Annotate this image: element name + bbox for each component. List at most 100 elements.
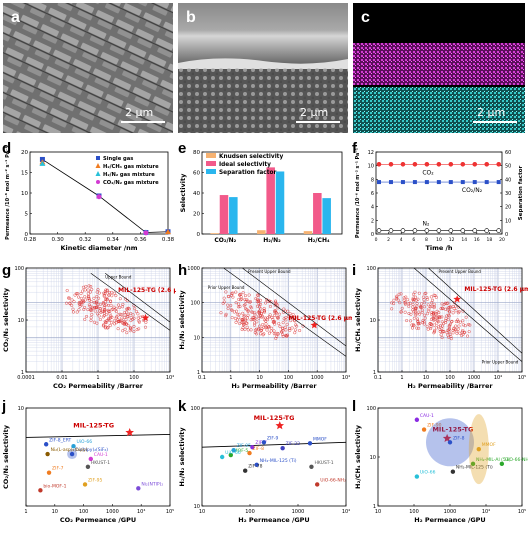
e-bar — [322, 198, 331, 234]
chart-g-literature-point — [104, 303, 108, 307]
chart-g-literature-point — [131, 313, 135, 317]
chart-h-literature-point — [249, 305, 253, 309]
scale-bar-c — [473, 121, 517, 123]
chart-g-literature-point — [105, 288, 109, 292]
f-x-tick-label: 18 — [487, 237, 493, 243]
chart-g-literature-point — [143, 325, 148, 329]
chart-i-literature-point — [404, 295, 408, 299]
chart-e-selectivity-bars: 0 20 40 60 80 Selectivity CO₂/N₂ H₂/N₂ H₂/CH₄ Knu… — [179, 150, 343, 244]
chart-h-literature-point — [253, 321, 257, 325]
chart-k-mof-marker — [280, 445, 285, 451]
f-data-point — [448, 180, 453, 185]
chart-j-mof-label: bio-MOF-1 — [43, 483, 66, 489]
chart-g-y-tick-label: 1 — [21, 370, 24, 376]
chart-i-literature-point — [454, 309, 458, 313]
f-y-tick-label: 0 — [371, 232, 374, 238]
chart-h-literature-point — [263, 310, 267, 314]
chart-h-literature-point — [234, 320, 238, 324]
e-legend-swatch — [206, 161, 216, 166]
chart-h-literature-point — [267, 324, 271, 329]
chart-i-upper-bound-line — [413, 267, 523, 362]
chart-g-literature-point — [65, 288, 69, 293]
chart-i-literature-point — [409, 319, 413, 323]
chart-g-x-tick-label: 0.0001 — [17, 375, 35, 381]
chart-i-annotation: Prior Upper Bound — [482, 360, 519, 365]
d-legend-marker — [95, 171, 101, 176]
chart-g-literature-point — [93, 309, 97, 313]
chart-i-literature-point — [423, 316, 427, 320]
chart-i-literature-point — [456, 305, 460, 309]
d-x-tick-label: 0.34 — [107, 237, 120, 243]
chart-i-literature-point — [460, 334, 464, 338]
chart-f-stability-over-time: 0 2 4 6 8 10 12 14 16 18 200246810120102030405060T… — [355, 148, 524, 252]
chart-i-literature-point — [446, 301, 450, 305]
chart-g-literature-point — [86, 308, 90, 312]
chart-i-literature-point — [410, 323, 414, 327]
chart-i-literature-point — [399, 310, 403, 314]
chart-i-literature-point — [403, 300, 407, 304]
chart-h-literature-point — [272, 329, 276, 333]
chart-h-upper-bound-line — [242, 267, 347, 347]
chart-g-literature-point — [87, 297, 91, 301]
chart-g-literature-point — [118, 306, 122, 310]
f-data-point — [496, 180, 501, 185]
chart-i-literature-point — [412, 323, 416, 327]
chart-g-literature-point — [129, 311, 133, 315]
chart-h-literature-point — [262, 332, 266, 336]
f-data-point — [484, 180, 489, 185]
chart-l-x-tick-label: 10⁴ — [482, 509, 490, 515]
chart-i-literature-point — [458, 331, 462, 335]
chart-h-literature-point — [265, 328, 269, 332]
chart-g-literature-point — [121, 329, 125, 333]
chart-g-literature-point — [118, 297, 122, 301]
chart-i-literature-point — [416, 321, 420, 325]
chart-g-literature-point — [107, 309, 111, 313]
chart-i-literature-point — [438, 330, 442, 334]
chart-i-literature-point — [413, 290, 417, 294]
chart-i-literature-point — [411, 305, 415, 309]
chart-i-literature-point — [437, 315, 441, 319]
e-bar — [313, 193, 322, 234]
chart-i-literature-point — [442, 302, 446, 306]
f-data-point — [436, 161, 442, 167]
chart-g-literature-point — [75, 310, 79, 314]
chart-i-literature-point — [421, 295, 425, 299]
f-data-point — [484, 161, 490, 167]
chart-i-literature-point — [448, 305, 453, 309]
chart-i-literature-point — [418, 312, 422, 316]
e-bar — [229, 197, 238, 234]
chart-g-literature-point — [94, 305, 98, 310]
chart-h-literature-point — [233, 316, 237, 320]
chart-h-literature-point — [262, 308, 266, 312]
chart-g-literature-point — [83, 298, 87, 302]
chart-g-literature-point — [95, 299, 99, 303]
chart-g-literature-point — [74, 292, 78, 296]
f-data-point — [388, 180, 393, 185]
chart-l-y-axis-label: H₂/CH₄ selectivity — [354, 424, 362, 489]
chart-h-literature-point — [281, 333, 285, 337]
d-legend-marker — [95, 163, 101, 168]
chart-h-literature-point — [257, 314, 261, 318]
chart-k-mof-marker — [307, 441, 313, 446]
chart-k-mof-marker — [315, 482, 320, 487]
f-annotation-co2: CO₂ — [422, 169, 434, 176]
chart-h-literature-point — [242, 322, 246, 326]
chart-g-literature-point — [88, 290, 92, 294]
chart-i-literature-point — [407, 312, 411, 316]
chart-j-y-tick-label: 10 — [18, 406, 24, 412]
chart-j-mof-label: ZIF-8_ERT — [49, 437, 71, 443]
chart-i-literature-point — [415, 304, 419, 308]
chart-g-literature-point — [122, 321, 126, 325]
chart-i-literature-point — [461, 329, 465, 333]
chart-g-x-tick-label: 10⁴ — [166, 375, 174, 381]
chart-g-literature-point — [99, 310, 103, 314]
chart-h-literature-point — [231, 291, 235, 295]
chart-i-literature-point — [432, 323, 436, 327]
chart-h-literature-point — [229, 294, 233, 298]
chart-g-literature-point — [137, 327, 141, 331]
chart-g-literature-point — [88, 304, 92, 308]
f-data-point — [400, 228, 406, 233]
chart-k-mof-label: UiO-66 — [225, 450, 241, 456]
chart-i-literature-point — [450, 319, 454, 323]
